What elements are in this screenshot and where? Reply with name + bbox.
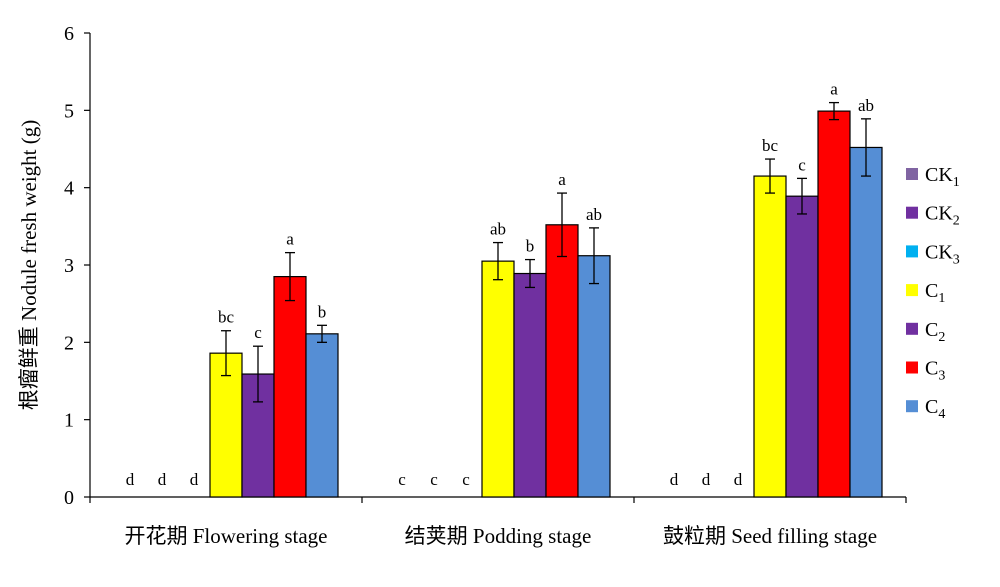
significance-letter: c [254,323,262,342]
bar [849,146,883,498]
significance-letter: d [190,470,199,489]
x-tick-label: 开花期 Flowering stage [125,524,328,548]
legend-swatch [906,168,918,180]
significance-letter: a [558,170,566,189]
significance-letter: ab [586,205,602,224]
x-tick-label: 鼓粒期 Seed filling stage [663,524,877,548]
y-tick-label: 1 [64,410,74,432]
significance-letter: c [430,470,438,489]
y-tick-label: 5 [64,100,74,122]
legend-label: CK3 [925,241,960,267]
bar [817,110,851,498]
significance-letter: d [702,470,711,489]
x-tick-label: 结荚期 Podding stage [405,524,592,548]
y-tick-label: 6 [64,23,74,45]
y-tick-label: 3 [64,255,74,277]
legend-label: C3 [925,358,945,384]
significance-letter: d [670,470,679,489]
significance-letter: bc [218,308,235,327]
significance-letter: b [526,237,535,256]
legend-swatch [906,361,918,374]
legend-swatch [906,284,918,297]
legend-label: C4 [925,396,945,422]
legend-label: C2 [925,319,945,345]
legend-swatch [906,206,918,219]
significance-letter: c [798,155,806,174]
significance-letter: a [830,80,838,99]
significance-letter: ab [858,96,874,115]
legend-label: CK2 [925,203,960,229]
bar [305,333,339,498]
significance-letter: d [734,470,743,489]
significance-letter: c [462,470,470,489]
y-tick-label: 0 [64,487,74,509]
y-tick-label: 4 [64,178,74,200]
significance-letter: c [398,470,406,489]
significance-letter: b [318,302,327,321]
legend-label: C1 [925,280,945,306]
significance-letter: ab [490,220,506,239]
bar [753,175,787,498]
y-axis-title: 根瘤鲜重 Nodule fresh weight (g) [17,120,41,410]
significance-letter: a [286,230,294,249]
y-tick-label: 2 [64,332,74,354]
significance-letter: d [158,470,167,489]
significance-letter: d [126,470,135,489]
bar [513,272,547,498]
bar [577,255,611,498]
bar [273,276,307,498]
legend-label: CK1 [925,164,960,190]
bar [545,224,579,498]
bar [785,195,819,498]
legend-swatch [906,245,918,258]
legend-swatch [906,322,918,335]
bar [481,260,515,498]
significance-letter: bc [762,136,779,155]
legend-swatch [906,400,918,413]
